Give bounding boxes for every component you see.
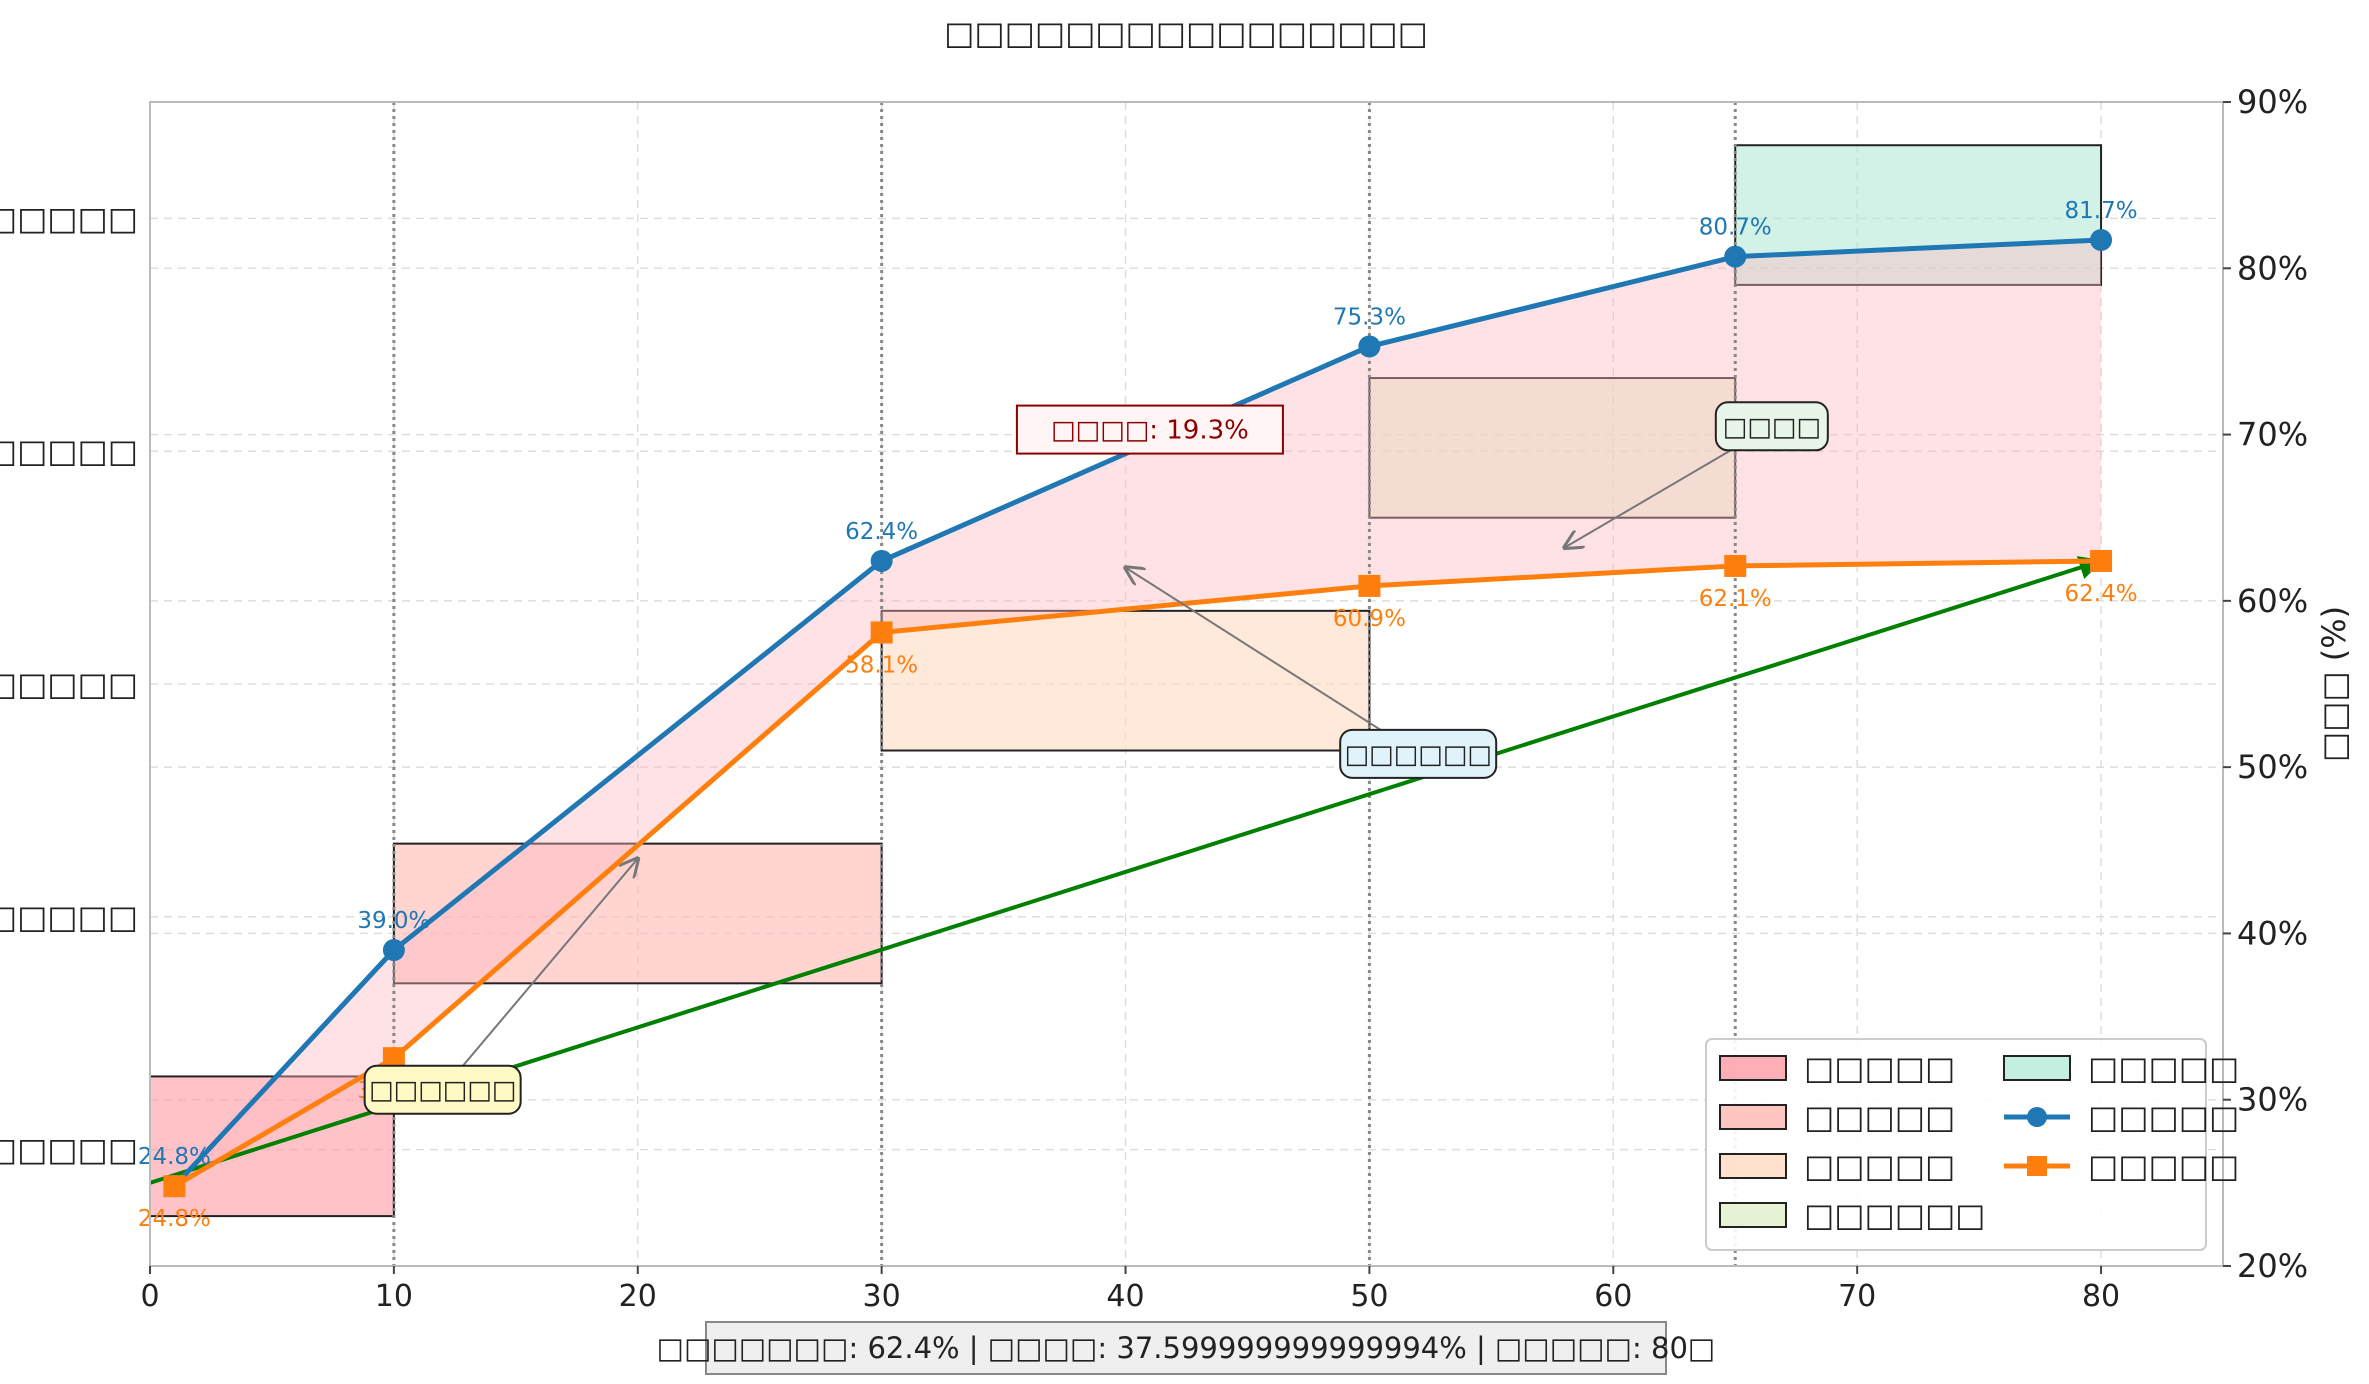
- annotation: □□□□□□: [1339, 728, 1498, 779]
- legend-item: □□□□□: [1719, 1147, 1955, 1185]
- annotation-box: [1015, 404, 1284, 455]
- legend-label: □□□□□: [1804, 1147, 1955, 1185]
- legend-box: [1705, 1038, 2207, 1251]
- y-tick-label: 60%: [2237, 582, 2308, 620]
- annotation: □□□□: [1714, 401, 1829, 452]
- y-tick-label: 20%: [2237, 1247, 2308, 1285]
- legend-item: □□□□□: [1719, 1049, 1955, 1087]
- phase-box: [1368, 377, 1737, 519]
- footer-text: □□□□□□□: 62.4% | □□□□: 37.59999999999999…: [657, 1331, 1716, 1365]
- legend-label: □□□□□: [2088, 1147, 2239, 1185]
- data-point: [2090, 549, 2113, 572]
- data-point: [870, 621, 893, 644]
- x-tick-label: 70: [1838, 1279, 1876, 1314]
- annotation-text: □□□□□□: [1344, 740, 1491, 770]
- annotation: □□□□□□: [363, 1064, 522, 1115]
- phase-box: [1734, 144, 2103, 286]
- legend-item: □□□□□: [1719, 1098, 1955, 1136]
- annotation-box: [1339, 728, 1498, 779]
- legend-swatch: [1719, 1202, 1787, 1228]
- axes: 0 10 20 30 40 50 60 70 80 20% 30% 40% 50% 60% 70% 80% 90…: [0, 83, 2308, 1314]
- data-label: 58.1%: [845, 652, 918, 678]
- legend-swatch: [1719, 1153, 1787, 1179]
- data-point: [382, 1047, 405, 1070]
- y-tick-label: 80%: [2237, 249, 2308, 287]
- x-tick-label: 50: [1350, 1279, 1388, 1314]
- legend-swatch: [2003, 1055, 2071, 1081]
- y-tick-label: 90%: [2237, 83, 2308, 121]
- legend-swatch: [1719, 1104, 1787, 1130]
- phase-box: [880, 609, 1371, 752]
- x-tick-label: 60: [1594, 1279, 1632, 1314]
- data-point: [1358, 335, 1381, 358]
- left-axis-label: □□□□□: [0, 1131, 138, 1169]
- data-point: [2090, 229, 2113, 252]
- data-point: [163, 1175, 186, 1198]
- gap-fill: [174, 240, 2102, 1187]
- data-point: [870, 549, 893, 572]
- data-label: 62.1%: [1699, 586, 1772, 612]
- y-tick-label: 70%: [2237, 416, 2308, 454]
- left-axis-label: □□□□□□: [0, 432, 138, 470]
- gap-area: [174, 240, 2102, 1187]
- data-label: 24.8%: [138, 1206, 211, 1232]
- data-label: 60.9%: [1333, 606, 1406, 632]
- annotation-box: [1714, 401, 1829, 452]
- legend-label: □□□□□: [1804, 1049, 1955, 1087]
- legend-item: □□□□□□: [1719, 1196, 1985, 1234]
- legend-label: □□□□□: [1804, 1098, 1955, 1136]
- legend-swatch: [1719, 1055, 1787, 1081]
- x-tick-label: 20: [619, 1279, 657, 1314]
- data-label: 75.3%: [1333, 304, 1406, 330]
- legend-label: □□□□□: [2088, 1098, 2239, 1136]
- annotation-arrow: [1126, 568, 1419, 755]
- data-label: 24.8%: [138, 1144, 211, 1170]
- footer-summary: □□□□□□□: 62.4% | □□□□: 37.59999999999999…: [657, 1321, 1716, 1375]
- legend-item: □□□□□: [2004, 1147, 2239, 1185]
- data-point: [1724, 245, 1747, 268]
- x-tick-label: 30: [863, 1279, 901, 1314]
- y-tick-label: 40%: [2237, 914, 2308, 952]
- data-point: [1358, 574, 1381, 597]
- annotations: □□□□: 19.3% □□□□□□□□□□□□□□□□: [363, 401, 1829, 1115]
- x-tick-label: 10: [375, 1279, 413, 1314]
- annotation-text: □□□□: 19.3%: [1051, 416, 1249, 446]
- chart-title: □□□□□□□□□□□□□□□□: [944, 14, 1428, 52]
- left-axis-label: □□□□□: [0, 898, 138, 936]
- legend-label: □□□□□: [2088, 1049, 2239, 1087]
- data-point: [382, 939, 405, 962]
- annotation: □□□□: 19.3%: [1015, 404, 1284, 455]
- data-point: [1724, 554, 1747, 577]
- left-axis-label: □□□□□: [0, 665, 138, 703]
- legend-item: □□□□□: [2003, 1049, 2239, 1087]
- x-tick-label: 0: [140, 1279, 159, 1314]
- legend-marker: [2027, 1107, 2047, 1127]
- data-label: 81.7%: [2065, 198, 2138, 224]
- plot-frame: [149, 101, 2224, 1267]
- legend-marker: [2027, 1156, 2047, 1176]
- annotation-box: [363, 1064, 522, 1115]
- x-tick-label: 80: [2082, 1279, 2120, 1314]
- y-tick-label: 50%: [2237, 748, 2308, 786]
- data-label: 80.7%: [1699, 215, 1772, 241]
- series-line: [173, 558, 2102, 1189]
- legend: □□□□□□□□□□□□□□□□□□□□□□□□□□□□□□□□□□□□: [1705, 1038, 2239, 1251]
- x-tick-label: 40: [1106, 1279, 1144, 1314]
- right-axis-label: □□□ (%): [2315, 606, 2353, 762]
- annotation-text: □□□□: [1723, 412, 1821, 442]
- legend-item: □□□□□: [2004, 1098, 2239, 1136]
- annotation-text: □□□□□□: [369, 1076, 516, 1106]
- data-label: 62.4%: [845, 519, 918, 545]
- data-label: 62.4%: [2065, 581, 2138, 607]
- phase-separators: [392, 102, 1737, 1266]
- left-axis-label: □□□□□: [0, 199, 138, 237]
- y-tick-label: 30%: [2237, 1081, 2308, 1119]
- legend-label: □□□□□□: [1804, 1196, 1985, 1234]
- data-label: 39.0%: [357, 908, 430, 934]
- annotation-arrow: [441, 859, 638, 1091]
